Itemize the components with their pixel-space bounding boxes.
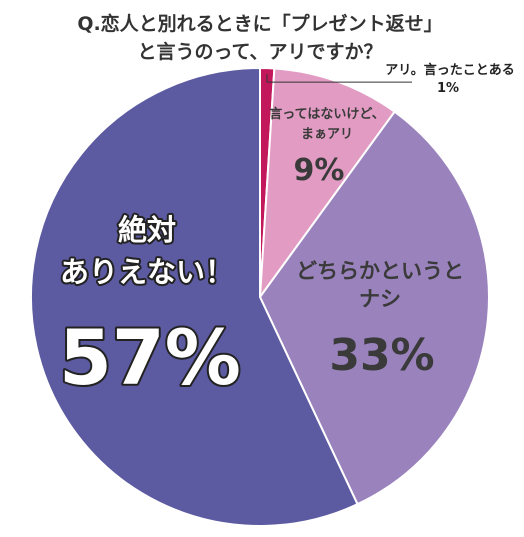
slice-label-text: ナシ <box>359 287 401 311</box>
slice-label-text: まぁアリ <box>301 127 353 142</box>
pie-label-1: アリ。言ったことある 1% <box>266 62 515 96</box>
chart-title: Q.恋人と別れるときに「プレゼント返せ」 と言うのって、アリですか？ <box>77 12 442 63</box>
slice-label-text: ありえない！ <box>60 255 234 289</box>
slice-value-text: 57% <box>59 313 241 402</box>
slice-label-text: アリ。言ったことある <box>385 62 514 78</box>
chart-title-line-1: Q.恋人と別れるときに「プレゼント返せ」 <box>77 12 442 35</box>
slice-value-text: 1% <box>437 81 459 96</box>
slice-value-text: 9% <box>294 153 345 188</box>
pie-slice-3 <box>258 110 490 506</box>
chart-title-line-2: と言うのって、アリですか？ <box>137 40 382 63</box>
slice-value-text: 33% <box>329 330 434 381</box>
pie-slices <box>30 66 490 527</box>
slice-label-text: どちらかというと <box>296 259 464 283</box>
slice-label-text: 絶対 <box>118 213 176 247</box>
callout-leader-line <box>266 74 412 83</box>
pie-label-2: 言ってはないけど、まぁアリ 9% <box>269 106 384 188</box>
pie-slice-4 <box>30 66 359 527</box>
slice-label-text: 言ってはないけど、 <box>269 106 384 122</box>
